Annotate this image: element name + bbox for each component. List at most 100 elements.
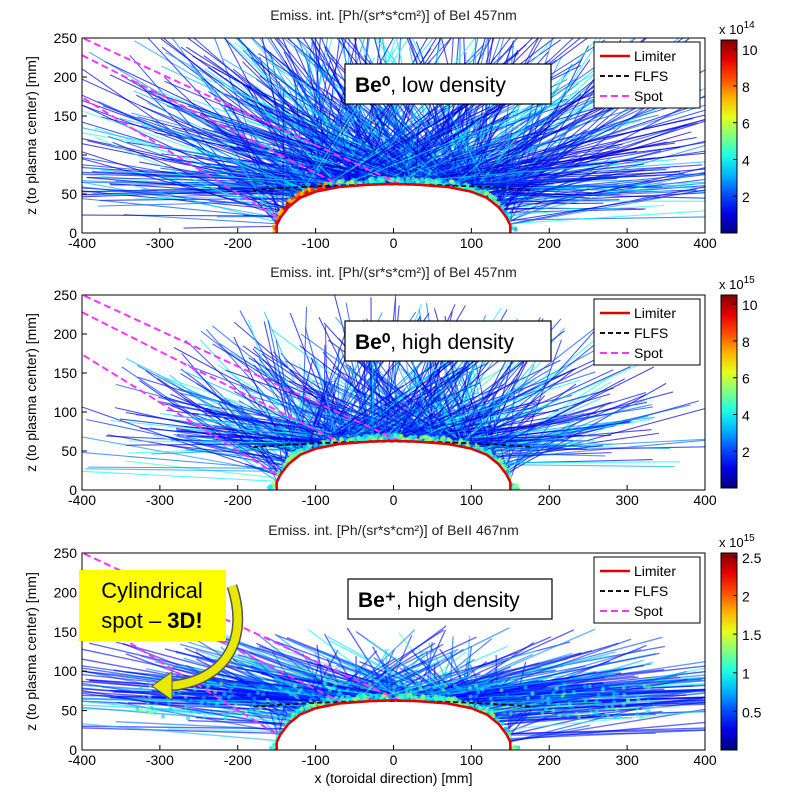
emission-cell xyxy=(154,701,159,706)
emission-cell xyxy=(317,693,322,698)
x-tick-label: 300 xyxy=(615,492,639,508)
emission-ray xyxy=(121,366,282,475)
emission-cell xyxy=(612,700,617,705)
x-tick-label: 0 xyxy=(390,235,398,251)
emission-cell xyxy=(286,716,291,721)
emission-cell xyxy=(321,440,326,446)
emission-cell xyxy=(513,227,518,232)
y-tick-label: 200 xyxy=(54,69,78,85)
emission-ray xyxy=(159,402,373,443)
emission-cell xyxy=(427,177,432,182)
colorbar-tick-label: 2.5 xyxy=(742,550,762,566)
emission-ray xyxy=(85,468,283,473)
emission-ray xyxy=(509,708,705,742)
legend-label: Limiter xyxy=(634,48,676,64)
emission-cell xyxy=(279,208,284,213)
annotation-text: Be⁺, high density xyxy=(358,589,520,612)
emission-ray xyxy=(334,89,582,189)
emission-cell xyxy=(293,450,299,455)
emission-ray xyxy=(432,359,603,444)
emission-cell xyxy=(199,700,204,705)
legend-label: FLFS xyxy=(634,325,668,341)
emission-ray xyxy=(400,348,466,442)
emission-cell xyxy=(583,684,588,689)
emission-cell xyxy=(189,708,194,713)
emission-cell xyxy=(141,696,146,701)
emission-ray xyxy=(486,700,548,715)
emission-cell xyxy=(604,706,609,711)
emission-cell xyxy=(356,436,362,441)
emission-ray xyxy=(498,464,675,468)
x-tick-label: 300 xyxy=(615,752,639,768)
spot-line xyxy=(82,38,402,186)
emission-cell xyxy=(298,448,304,453)
emission-ray xyxy=(458,360,543,447)
x-tick-label: 100 xyxy=(460,752,484,768)
emission-cell xyxy=(322,683,327,688)
emission-ray xyxy=(496,461,681,464)
emission-cell xyxy=(601,686,606,691)
emission-cell xyxy=(353,179,359,185)
emission-ray xyxy=(205,432,278,482)
emission-ray xyxy=(109,74,348,187)
emission-cell xyxy=(395,692,400,697)
emission-ray xyxy=(495,716,600,723)
emission-ray xyxy=(500,171,705,211)
emission-cell xyxy=(378,683,383,688)
emission-ray xyxy=(478,446,705,452)
emission-cell xyxy=(438,695,443,701)
emission-cell xyxy=(367,177,372,183)
emission-cell xyxy=(214,703,219,708)
callout-box xyxy=(79,570,226,641)
x-tick-label: -100 xyxy=(302,752,330,768)
emission-ray xyxy=(297,38,329,200)
emission-cell xyxy=(279,705,284,710)
colorbar-multiplier-base: x 10 xyxy=(719,277,744,292)
spot-line xyxy=(82,295,402,443)
emission-ray xyxy=(82,127,345,188)
emission-cell xyxy=(285,457,291,462)
emission-cell xyxy=(404,687,409,692)
emission-cell xyxy=(595,712,600,717)
emission-cell xyxy=(613,714,618,719)
emission-ray xyxy=(202,127,380,185)
emission-cell xyxy=(352,697,357,702)
emission-cell xyxy=(434,696,439,702)
emission-ray xyxy=(82,187,332,198)
emission-cell xyxy=(557,713,562,718)
emission-ray xyxy=(479,172,705,196)
legend-label: Spot xyxy=(634,88,663,104)
emission-cell xyxy=(285,201,290,206)
emission-cell xyxy=(474,683,479,688)
emission-cell xyxy=(556,702,561,707)
emission-ray xyxy=(108,135,296,203)
emission-ray xyxy=(294,38,404,203)
emission-ray xyxy=(482,366,655,454)
emission-ray xyxy=(82,700,309,712)
emission-ray xyxy=(98,200,297,207)
emission-ray xyxy=(82,725,285,730)
emission-ray xyxy=(407,94,415,185)
annotation-text: Be⁰, high density xyxy=(355,331,515,354)
emission-cell xyxy=(348,697,353,702)
emission-ray xyxy=(482,452,606,457)
emission-cell xyxy=(398,693,403,698)
annotation-species: Be⁺ xyxy=(358,589,396,612)
colorbar-scale xyxy=(720,39,738,234)
emission-ray xyxy=(385,362,473,442)
panel-3: Emiss. int. [Ph/(sr*s*cm²)] of BeII 467n… xyxy=(23,522,762,786)
emission-ray xyxy=(112,141,285,214)
emission-cell xyxy=(489,708,494,713)
emission-ray xyxy=(82,198,281,219)
emission-ray xyxy=(300,306,308,455)
emission-ray xyxy=(82,158,284,215)
emission-cell xyxy=(332,686,337,691)
emission-cell xyxy=(546,700,551,705)
emission-cell xyxy=(346,682,351,687)
y-tick-label: 150 xyxy=(54,624,78,640)
emission-cell xyxy=(340,178,346,183)
emission-cell xyxy=(420,694,426,700)
emission-cell xyxy=(149,705,154,710)
emission-ray xyxy=(384,649,392,701)
